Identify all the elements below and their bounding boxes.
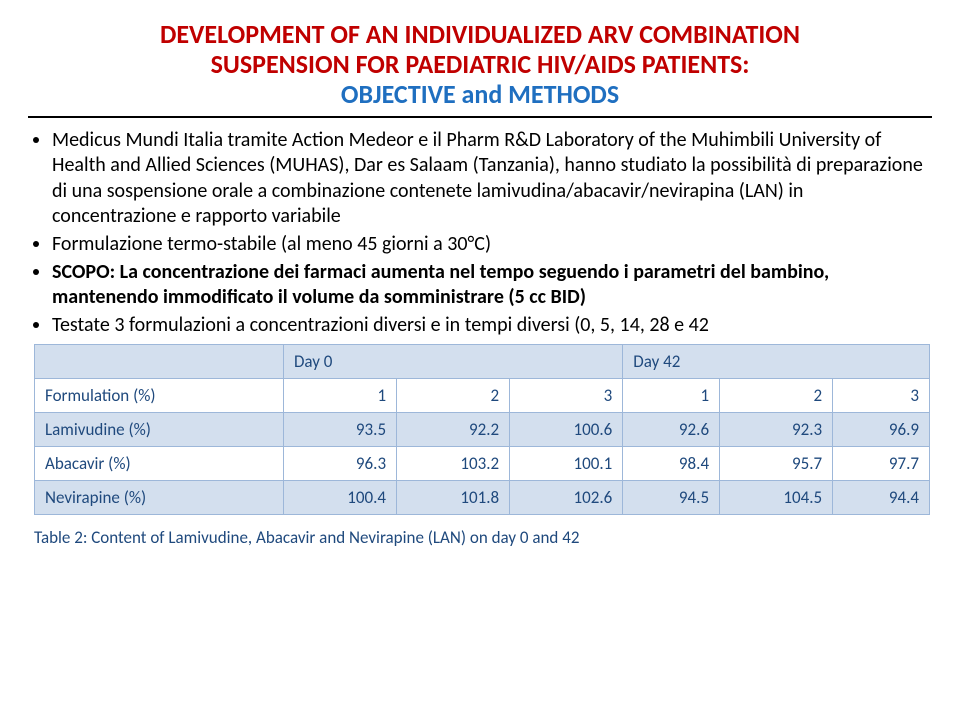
- row-label: Formulation (%): [35, 379, 284, 413]
- table-caption: Table 2: Content of Lamivudine, Abacavir…: [34, 527, 932, 548]
- cell: 94.4: [833, 481, 930, 515]
- bullet-3: SCOPO: La concentrazione dei farmaci aum…: [52, 260, 932, 311]
- cell: 3: [833, 379, 930, 413]
- cell: 96.9: [833, 413, 930, 447]
- cell: 92.2: [397, 413, 510, 447]
- row-label: Nevirapine (%): [35, 481, 284, 515]
- cell: 92.3: [720, 413, 833, 447]
- title-line-3: OBJECTIVE and METHODS: [28, 80, 932, 110]
- cell: 97.7: [833, 447, 930, 481]
- table-head-blank: [35, 345, 284, 379]
- row-label: Lamivudine (%): [35, 413, 284, 447]
- table-row: Lamivudine (%) 93.5 92.2 100.6 92.6 92.3…: [35, 413, 930, 447]
- table-row: Nevirapine (%) 100.4 101.8 102.6 94.5 10…: [35, 481, 930, 515]
- body-bullets: Medicus Mundi Italia tramite Action Mede…: [28, 128, 932, 339]
- bullet-3-bold: SCOPO: La concentrazione dei farmaci aum…: [52, 260, 829, 310]
- title-line-2: SUSPENSION FOR PAEDIATRIC HIV/AIDS PATIE…: [28, 50, 932, 80]
- slide-title: DEVELOPMENT OF AN INDIVIDUALIZED ARV COM…: [28, 20, 932, 110]
- cell: 103.2: [397, 447, 510, 481]
- cell: 100.6: [510, 413, 623, 447]
- cell: 102.6: [510, 481, 623, 515]
- title-underline: [28, 116, 932, 118]
- table-row: Abacavir (%) 96.3 103.2 100.1 98.4 95.7 …: [35, 447, 930, 481]
- row-label: Abacavir (%): [35, 447, 284, 481]
- cell: 94.5: [623, 481, 720, 515]
- cell: 2: [720, 379, 833, 413]
- bullet-2: Formulazione termo-stabile (al meno 45 g…: [52, 232, 932, 258]
- cell: 98.4: [623, 447, 720, 481]
- cell: 1: [283, 379, 396, 413]
- cell: 1: [623, 379, 720, 413]
- table-row: Formulation (%) 1 2 3 1 2 3: [35, 379, 930, 413]
- title-line-1: DEVELOPMENT OF AN INDIVIDUALIZED ARV COM…: [28, 20, 932, 50]
- cell: 3: [510, 379, 623, 413]
- cell: 2: [397, 379, 510, 413]
- table-head-day42: Day 42: [623, 345, 930, 379]
- cell: 93.5: [283, 413, 396, 447]
- cell: 100.1: [510, 447, 623, 481]
- cell: 92.6: [623, 413, 720, 447]
- bullet-4: Testate 3 formulazioni a concentrazioni …: [52, 313, 932, 339]
- table-header-row: Day 0 Day 42: [35, 345, 930, 379]
- table-head-day0: Day 0: [283, 345, 622, 379]
- cell: 101.8: [397, 481, 510, 515]
- cell: 104.5: [720, 481, 833, 515]
- cell: 96.3: [283, 447, 396, 481]
- cell: 100.4: [283, 481, 396, 515]
- cell: 95.7: [720, 447, 833, 481]
- results-table: Day 0 Day 42 Formulation (%) 1 2 3 1 2 3…: [34, 344, 930, 515]
- bullet-1: Medicus Mundi Italia tramite Action Mede…: [52, 128, 932, 230]
